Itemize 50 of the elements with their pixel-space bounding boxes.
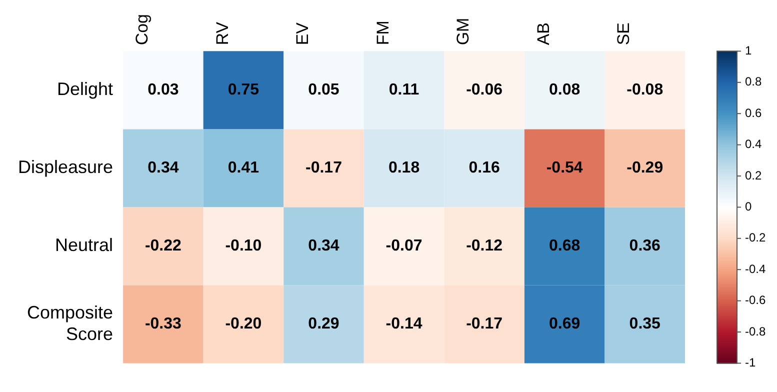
data-label: 0.41	[228, 160, 260, 177]
data-label: 0.68	[549, 238, 580, 255]
x-tick-label: EV	[293, 22, 312, 46]
data-label: 0.08	[549, 82, 580, 99]
data-label: -0.12	[466, 238, 503, 255]
color-bar-label: 0.6	[745, 106, 762, 120]
x-tick-label: RV	[212, 21, 232, 46]
data-label: 0.11	[388, 82, 420, 99]
color-bar-label: -1	[745, 356, 756, 370]
data-label: 0.75	[228, 82, 260, 99]
x-tick-label: GM	[454, 18, 473, 46]
data-label: -0.22	[144, 238, 182, 255]
data-label: -0.54	[546, 160, 583, 177]
y-tick-label: Neutral	[55, 235, 114, 256]
data-label: -0.20	[225, 316, 262, 333]
color-bar-label: -0.2	[745, 230, 766, 245]
data-label: 0.69	[549, 316, 580, 333]
color-bar-label: 0.2	[745, 168, 762, 182]
x-tick-label: SE	[614, 22, 634, 46]
y-tick-label: Delight	[57, 79, 114, 100]
color-bar-label: -0.6	[745, 293, 766, 308]
data-label: -0.14	[386, 316, 422, 333]
x-tick-label: AB	[534, 22, 553, 46]
data-label: 0.18	[388, 160, 420, 177]
color-bar-label: 0.4	[745, 137, 762, 152]
color-bar-label: 1	[745, 44, 752, 58]
data-label: 0.05	[308, 82, 340, 99]
data-label: -0.08	[626, 82, 664, 99]
data-label: -0.17	[466, 316, 503, 333]
data-label: 0.34	[148, 160, 179, 177]
x-tick-label: FM	[373, 20, 392, 46]
color-bar-label: 0	[745, 200, 752, 214]
data-label: 0.35	[629, 316, 661, 333]
color-bar-label: -0.4	[745, 262, 766, 276]
data-label: 0.16	[468, 160, 500, 177]
data-label: 0.36	[629, 238, 661, 255]
data-label: 0.29	[308, 316, 340, 333]
data-label: -0.07	[386, 238, 422, 255]
data-label: -0.33	[144, 316, 182, 333]
color-bar-label: 0.8	[745, 74, 762, 89]
color-bar-label: -0.8	[745, 324, 766, 338]
data-label: 0.03	[148, 82, 179, 99]
data-label: -0.17	[306, 160, 342, 177]
data-label: -0.10	[225, 238, 262, 255]
x-tick-label: Cog	[132, 14, 152, 46]
data-label: 0.34	[308, 238, 340, 255]
y-tick-label: Composite Score	[27, 302, 114, 344]
data-label: -0.29	[626, 160, 664, 177]
y-tick-label: Displeasure	[18, 157, 114, 178]
data-label: -0.06	[466, 82, 503, 99]
